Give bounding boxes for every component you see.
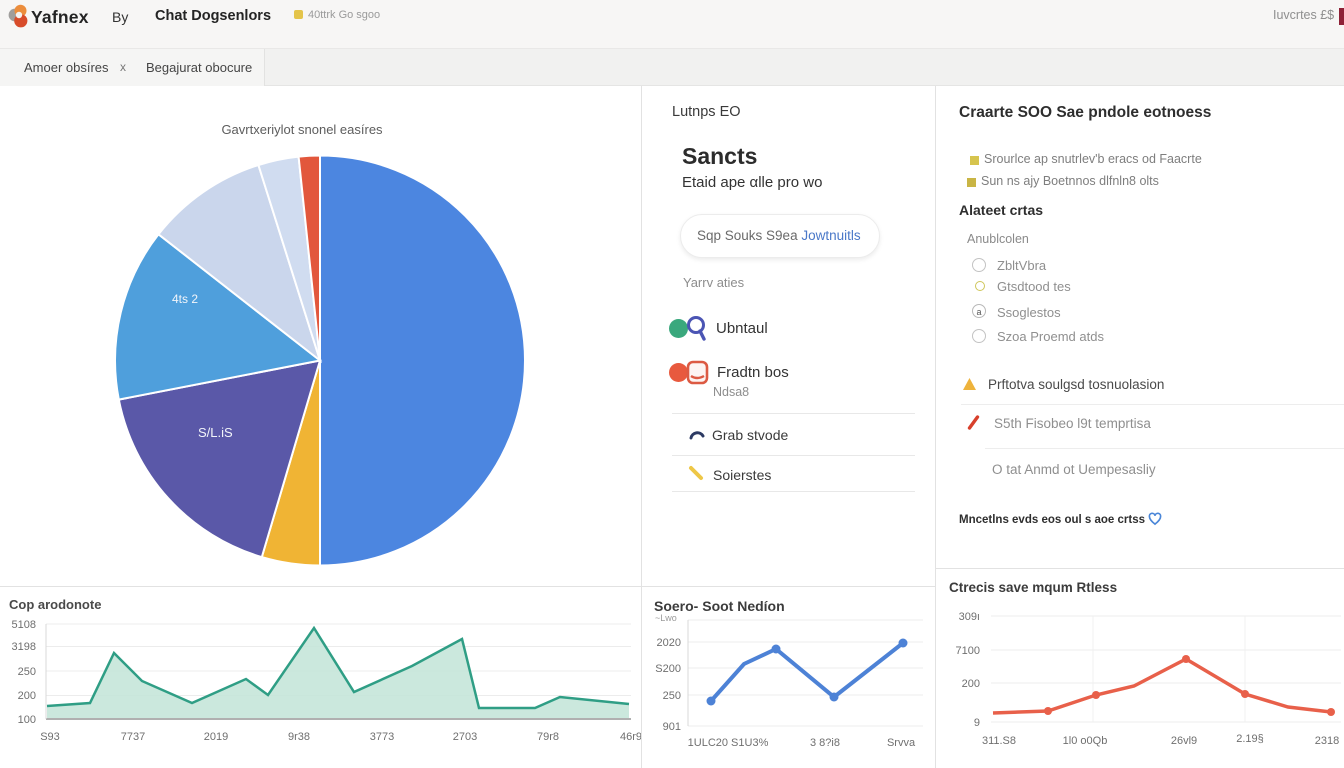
svg-text:S/L.iS: S/L.iS bbox=[198, 425, 233, 440]
svg-text:9: 9 bbox=[974, 717, 980, 729]
svg-text:2020: 2020 bbox=[657, 637, 681, 649]
svg-text:Srvva: Srvva bbox=[887, 737, 916, 749]
svg-text:1l0 o0Qb: 1l0 o0Qb bbox=[1063, 735, 1108, 747]
svg-text:5108: 5108 bbox=[12, 619, 36, 631]
svg-text:9r38: 9r38 bbox=[288, 731, 310, 743]
svg-text:250: 250 bbox=[663, 690, 681, 702]
svg-text:46r9: 46r9 bbox=[620, 731, 641, 743]
svg-text:2703: 2703 bbox=[453, 731, 477, 743]
svg-text:200: 200 bbox=[962, 678, 980, 690]
svg-text:100: 100 bbox=[18, 714, 36, 726]
svg-text:3198: 3198 bbox=[12, 641, 36, 653]
svg-text:3773: 3773 bbox=[370, 731, 394, 743]
svg-text:1ULC20 S1U3%: 1ULC20 S1U3% bbox=[688, 737, 769, 749]
svg-text:S200: S200 bbox=[655, 663, 681, 675]
svg-text:2318: 2318 bbox=[1315, 735, 1339, 747]
svg-text:2.19§: 2.19§ bbox=[1236, 733, 1264, 745]
svg-text:26vl9: 26vl9 bbox=[1171, 735, 1197, 747]
svg-text:4ts 2: 4ts 2 bbox=[172, 292, 198, 306]
svg-text:901: 901 bbox=[663, 721, 681, 733]
svg-text:3 8?i8: 3 8?i8 bbox=[810, 737, 840, 749]
svg-text:309ı: 309ı bbox=[959, 611, 980, 623]
svg-text:7100: 7100 bbox=[956, 645, 980, 657]
svg-text:79r8: 79r8 bbox=[537, 731, 559, 743]
svg-text:7737: 7737 bbox=[121, 731, 145, 743]
svg-text:S93: S93 bbox=[40, 731, 60, 743]
svg-text:250: 250 bbox=[18, 666, 36, 678]
svg-text:311.S8: 311.S8 bbox=[982, 735, 1016, 747]
svg-text:200: 200 bbox=[18, 690, 36, 702]
svg-text:2019: 2019 bbox=[204, 731, 228, 743]
